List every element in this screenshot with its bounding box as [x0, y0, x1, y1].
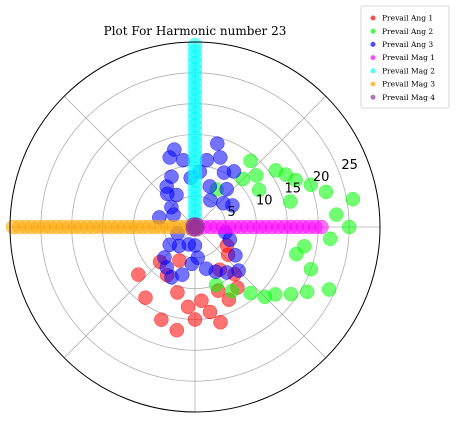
- data-point-0-15: [213, 315, 228, 330]
- radial-tick-label-1: 10: [256, 193, 273, 208]
- data-point-3-20: [314, 219, 329, 235]
- series-5: [5, 219, 200, 235]
- radial-tick-label-4: 25: [341, 158, 358, 173]
- data-point-2-3: [210, 136, 225, 151]
- data-point-1-17: [341, 219, 357, 235]
- data-point-1-13: [283, 286, 299, 302]
- data-point-1-16: [243, 285, 258, 301]
- data-point-1-12: [299, 284, 315, 300]
- data-point-2-36: [202, 179, 218, 194]
- chart-title: Plot For Harmonic number 23: [104, 24, 287, 38]
- legend-marker-2: [370, 41, 376, 47]
- data-point-0-3: [169, 322, 185, 338]
- data-point-1-7: [322, 231, 338, 247]
- data-point-0-5: [202, 304, 218, 320]
- legend-box: [360, 5, 450, 109]
- data-point-2-1: [216, 165, 232, 180]
- legend-marker-4: [370, 68, 376, 74]
- data-point-2-22: [174, 267, 190, 282]
- legend-marker-0: [370, 15, 376, 21]
- data-point-2-34: [219, 181, 234, 197]
- data-point-1-15: [257, 289, 273, 305]
- data-point-0-14: [194, 293, 209, 308]
- data-point-0-2: [154, 312, 169, 327]
- radial-tick-label-0: 5: [228, 205, 236, 220]
- series-6: [185, 217, 205, 237]
- data-point-1-9: [289, 246, 304, 262]
- data-point-2-28: [231, 263, 246, 278]
- data-point-1-0: [345, 191, 361, 207]
- data-point-1-24: [283, 194, 298, 209]
- data-point-2-2: [213, 150, 228, 165]
- data-point-2-9: [162, 150, 177, 165]
- legend-label-0: Prevail Ang 1: [382, 14, 433, 23]
- series-4: [187, 37, 203, 232]
- data-point-2-13: [160, 186, 175, 202]
- data-point-1-6: [249, 168, 264, 183]
- legend-label-5: Prevail Mag 3: [382, 80, 435, 89]
- data-point-1-2: [303, 177, 319, 193]
- data-point-1-11: [321, 282, 337, 297]
- data-point-0-4: [187, 312, 203, 327]
- data-point-6-7: [189, 221, 205, 237]
- series-1: [208, 153, 361, 305]
- legend-label-4: Prevail Mag 2: [382, 66, 435, 75]
- data-point-0-1: [138, 290, 153, 305]
- legend-label-2: Prevail Ang 3: [382, 40, 433, 49]
- data-point-0-0: [131, 267, 146, 282]
- data-point-2-35: [203, 193, 218, 208]
- data-point-1-22: [208, 277, 224, 293]
- data-point-0-12: [170, 285, 185, 300]
- legend-marker-1: [370, 28, 376, 34]
- data-point-1-21: [224, 283, 240, 299]
- legend-label-1: Prevail Ang 2: [382, 27, 433, 36]
- series-3: [190, 219, 329, 235]
- radial-tick-label-3: 20: [313, 170, 330, 185]
- legend-label-6: Prevail Mag 4: [382, 93, 435, 102]
- data-point-1-1: [318, 184, 334, 200]
- data-point-2-29: [228, 248, 243, 263]
- data-point-4-29: [187, 37, 203, 53]
- data-point-1-5: [268, 163, 284, 178]
- legend-label-3: Prevail Mag 1: [382, 53, 435, 62]
- legend-marker-6: [370, 94, 376, 100]
- data-point-1-10: [303, 261, 319, 277]
- polar-frame: [9, 41, 381, 413]
- radial-tick-labels: 5 10 15 20 25: [228, 158, 358, 220]
- data-point-0-13: [180, 299, 196, 315]
- data-point-1-20: [243, 153, 258, 169]
- data-point-2-39: [187, 238, 203, 253]
- data-point-0-18: [172, 253, 187, 268]
- data-point-1-18: [329, 207, 344, 222]
- data-point-2-15: [166, 207, 181, 222]
- legend-marker-5: [370, 81, 376, 87]
- radial-tick-label-2: 15: [285, 182, 302, 197]
- legend-marker-3: [370, 55, 376, 61]
- data-point-5-29: [5, 219, 21, 235]
- scatter-points: [5, 37, 361, 338]
- legend: Prevail Ang 1 Prevail Ang 2 Prevail Ang 3 P…: [360, 5, 450, 109]
- data-point-1-25: [251, 182, 267, 198]
